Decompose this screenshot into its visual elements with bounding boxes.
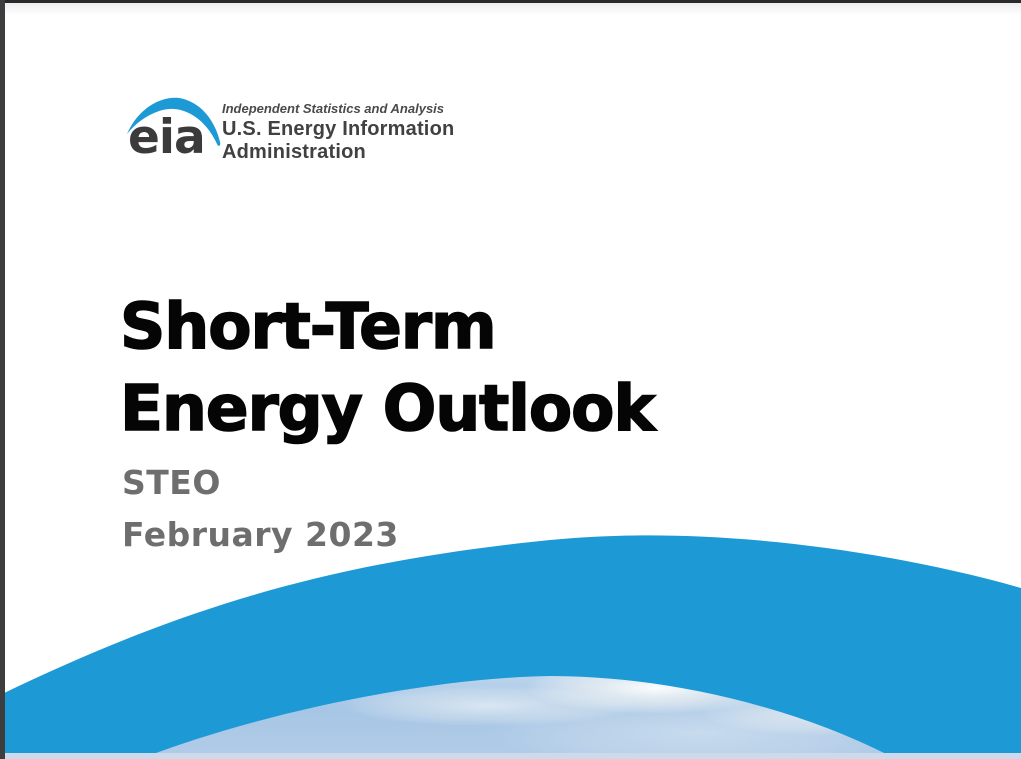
report-title: Short-Term Energy Outlook [119, 286, 656, 450]
window-left-edge [0, 0, 5, 759]
window-top-shadow [0, 3, 1021, 15]
report-title-line1: Short-Term [119, 289, 497, 364]
eia-swoosh-icon [127, 97, 221, 146]
report-date: February 2023 [122, 515, 399, 554]
eia-tagline: Independent Statistics and Analysis [222, 101, 445, 116]
eia-org-line1: U.S. Energy Information [222, 118, 455, 140]
blue-swoosh-band [0, 535, 1021, 759]
window-top-edge [0, 0, 1021, 3]
report-title-line2: Energy Outlook [119, 371, 656, 446]
report-acronym: STEO [122, 463, 221, 502]
eia-logo-wordmark: Independent Statistics and Analysis U.S.… [222, 96, 454, 164]
eia-org-line2: Administration [222, 141, 366, 163]
eia-logo-mark: eia [127, 96, 224, 172]
eia-logo-text: eia [128, 110, 206, 165]
bottom-edge-strip [5, 753, 1021, 759]
eia-logo: eia Independent Statistics and Analysis … [127, 96, 454, 172]
cover-swoosh-graphic [0, 535, 1021, 759]
